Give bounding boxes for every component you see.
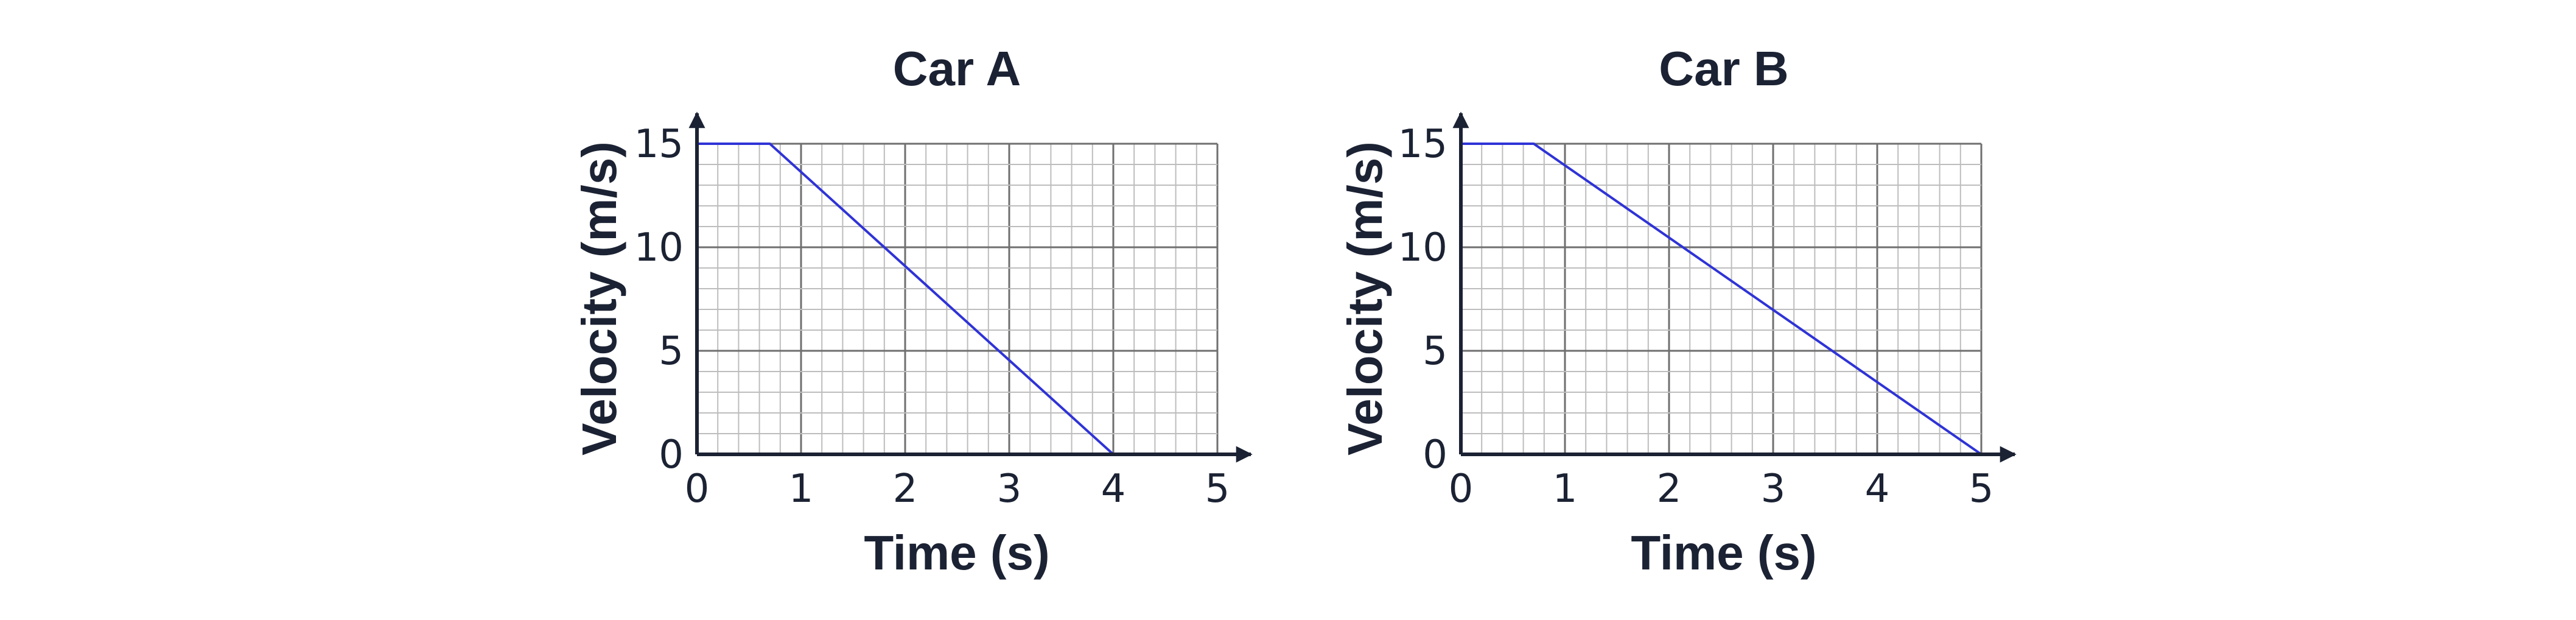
y-tick-label: 5	[1423, 329, 1447, 374]
x-tick-label: 4	[1101, 467, 1126, 512]
x-tick-label: 3	[1761, 467, 1786, 512]
x-axis-label: Time (s)	[1631, 526, 1816, 580]
axes	[688, 111, 1253, 463]
x-tick-label: 5	[1969, 467, 1994, 512]
x-tick-label: 1	[789, 467, 814, 512]
x-axis-label: Time (s)	[864, 526, 1049, 580]
chart-car-a: Car A 0 5 10 15 0 1 2 3 4 5 Time (s) Velocity (m…	[572, 41, 1253, 580]
x-tick-label: 2	[1657, 467, 1682, 512]
grid	[1460, 143, 1983, 456]
y-tick-label: 5	[659, 329, 684, 374]
axes	[1452, 111, 2017, 463]
y-axis-label: Velocity (m/s)	[572, 141, 626, 456]
x-tick-label: 5	[1205, 467, 1230, 512]
series-line	[697, 143, 1115, 456]
plot	[697, 143, 1115, 456]
x-tick-label: 3	[997, 467, 1022, 512]
x-tick-labels: 0 1 2 3 4 5	[685, 467, 1230, 512]
x-tick-label: 2	[893, 467, 918, 512]
plot	[1461, 143, 1983, 456]
chart-title: Car A	[893, 41, 1021, 96]
grid	[696, 143, 1219, 456]
y-tick-label: 10	[634, 225, 684, 270]
chart-title: Car B	[1659, 41, 1788, 96]
y-tick-label: 0	[1423, 432, 1447, 477]
chart-car-b: Car B 0 5 10 15 0 1 2 3 4 5 Time (s) Velocity (m…	[1338, 41, 2017, 580]
y-tick-label: 15	[1398, 122, 1447, 167]
x-tick-label: 4	[1865, 467, 1890, 512]
y-tick-label: 15	[634, 122, 684, 167]
y-tick-label: 10	[1398, 225, 1447, 270]
series-line	[1461, 143, 1983, 456]
y-tick-labels: 0 5 10 15	[634, 122, 684, 477]
x-tick-label: 1	[1553, 467, 1578, 512]
y-tick-label: 0	[659, 432, 684, 477]
x-tick-labels: 0 1 2 3 4 5	[1449, 467, 1994, 512]
x-tick-label: 0	[1449, 467, 1474, 512]
x-tick-label: 0	[685, 467, 710, 512]
y-axis-label: Velocity (m/s)	[1338, 141, 1392, 456]
y-tick-labels: 0 5 10 15	[1398, 122, 1447, 477]
